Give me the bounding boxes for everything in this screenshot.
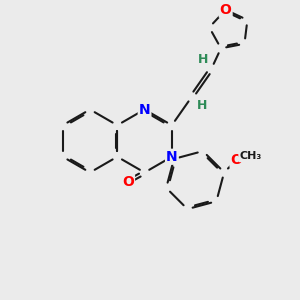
Text: O: O xyxy=(230,153,242,167)
Text: CH₃: CH₃ xyxy=(239,151,262,161)
Text: N: N xyxy=(166,150,178,164)
Text: H: H xyxy=(197,99,207,112)
Text: O: O xyxy=(220,3,232,17)
Text: O: O xyxy=(122,175,134,188)
Text: N: N xyxy=(139,103,150,116)
Text: H: H xyxy=(198,52,208,66)
